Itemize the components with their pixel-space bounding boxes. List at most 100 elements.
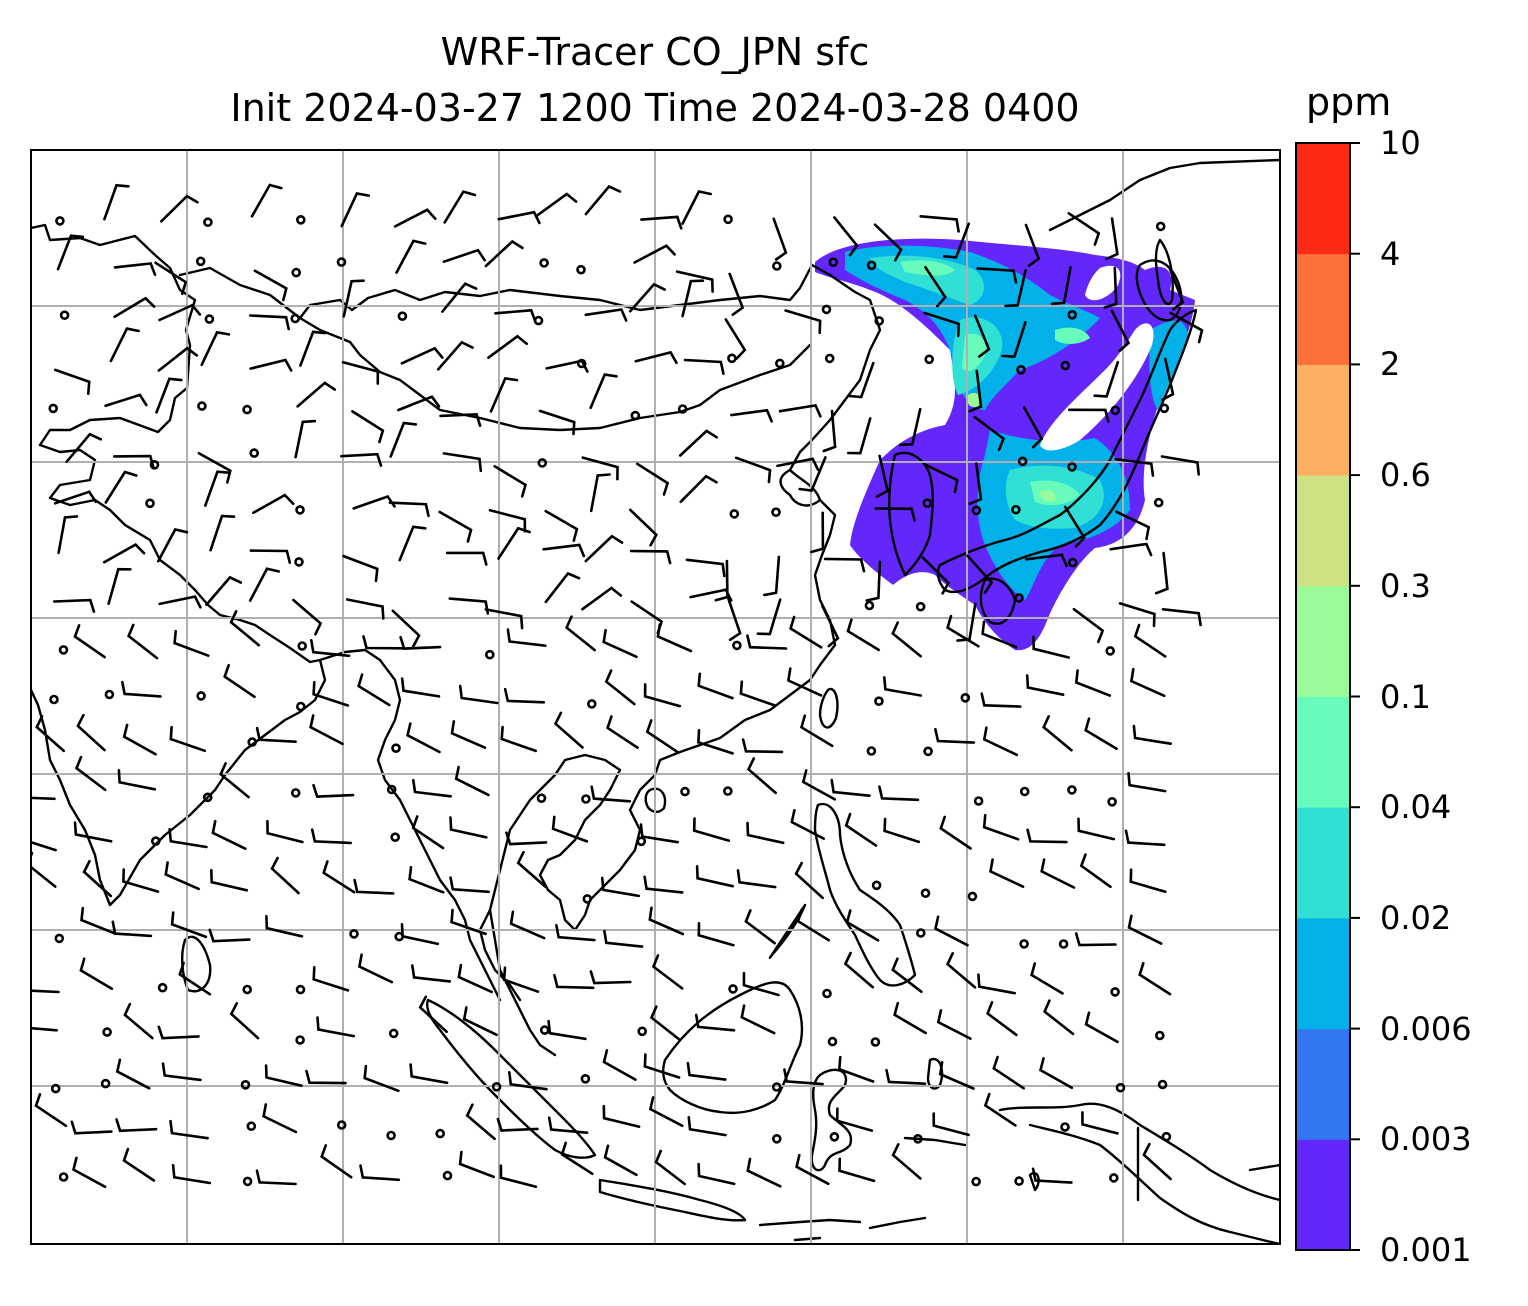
wind-barb [544,571,581,604]
wind-barb [1114,457,1155,477]
wind-barb [843,951,875,989]
wind-barb [584,534,624,563]
wind-barb [730,408,773,423]
wind-barb [977,973,1016,995]
wind-barb [357,673,391,707]
wind-barb [1074,669,1112,697]
wind-barb [35,715,65,753]
wind-calm-circle [297,641,308,651]
wind-calm-circle [771,261,782,271]
wind-barb [565,615,596,652]
colorbar-tick-label: 10 [1380,124,1421,162]
wind-barb [1081,1111,1119,1135]
wind-barb [178,961,212,996]
wind-barb [847,361,875,399]
wind-barb [450,908,487,936]
wind-barb [449,816,488,839]
wind-barb [408,865,445,894]
wind-barb [388,501,430,518]
wind-calm-circle [922,498,933,509]
wind-barb [679,474,718,504]
wind-barb [810,511,825,554]
wind-barb [248,314,290,331]
wind-barb [266,819,304,844]
wind-barb [458,684,499,705]
colorbar-tick-label: 0.1 [1380,677,1431,716]
wind-barb [643,1053,681,1079]
wind-barb [484,239,524,268]
wind-barb [103,183,130,221]
wind-barb [772,217,788,261]
wind-barb [393,208,437,228]
wind-calm-circle [960,692,971,703]
wind-barb [342,279,365,318]
wind-barb [359,1164,401,1182]
wind-calm-circle [157,982,168,993]
wind-barb [1093,360,1120,398]
wind-barb [553,973,595,990]
wind-barb [1024,553,1068,568]
coast-malay-peninsula [488,908,557,1057]
wind-barb [1022,406,1044,449]
wind-barb [1084,717,1118,750]
wind-calm-circle [920,888,931,899]
wind-barb [173,629,210,657]
wind-barb [589,373,618,410]
wind-calm-circle [1060,1122,1070,1132]
wind-barb [352,494,396,510]
wind-barb [1118,602,1156,628]
wind-barb [409,1063,449,1085]
wind-barb [799,714,834,748]
wind-calm-circle [1014,1176,1024,1186]
wind-barb [442,248,486,263]
wind-calm-circle [576,358,587,369]
wind-calm-circle [149,459,160,470]
wind-barb [484,608,524,630]
wind-barb [53,598,96,613]
wind-barb [891,621,922,658]
wind-barb [542,543,586,558]
wind-barb [600,876,640,898]
wind-barb [746,821,785,845]
colorbar-tick-label: 0.6 [1380,456,1431,495]
coast-australia-tip [1248,1163,1280,1172]
wind-calm-circle [295,215,306,225]
wind-barb [157,346,199,372]
wind-calm-circle [246,1121,257,1131]
wind-barb [57,515,79,555]
wind-barb [932,1112,970,1137]
wind-calm-circle [58,645,69,655]
wind-calm-circle [723,214,733,225]
wind-calm-circle [729,509,740,519]
wind-barb [891,957,923,993]
wind-barb [1127,914,1163,945]
wind-barb [465,1103,496,1141]
wind-barb [489,376,519,413]
wind-calm-circle [1017,456,1028,467]
wind-calm-circle [821,304,832,315]
wind-barb [822,409,837,453]
wind-barb [448,597,490,615]
wind-barb [442,452,483,473]
coast-maluku [903,1057,1040,1192]
wind-calm-circle [771,1134,782,1144]
coast-philippines [813,802,917,987]
wind-barb [744,909,776,945]
wind-barb [1129,868,1167,894]
wind-barb [1124,829,1166,847]
colorbar-band [1296,585,1350,697]
wind-barb [158,303,202,322]
wind-barb [389,421,418,458]
wind-barb [821,604,840,648]
colorbar-band [1296,475,1350,587]
wind-calm-circle [727,353,737,364]
wind-barb [560,1141,594,1176]
wind-barb [411,964,452,983]
wind-barb [164,861,200,891]
colorbar-ticks [1350,142,1360,1251]
wind-barb [681,279,705,318]
wind-calm-circle [390,832,401,843]
coast-borneo [661,981,804,1114]
wind-calm-circle [576,264,586,275]
wind-calm-circle [923,746,933,757]
